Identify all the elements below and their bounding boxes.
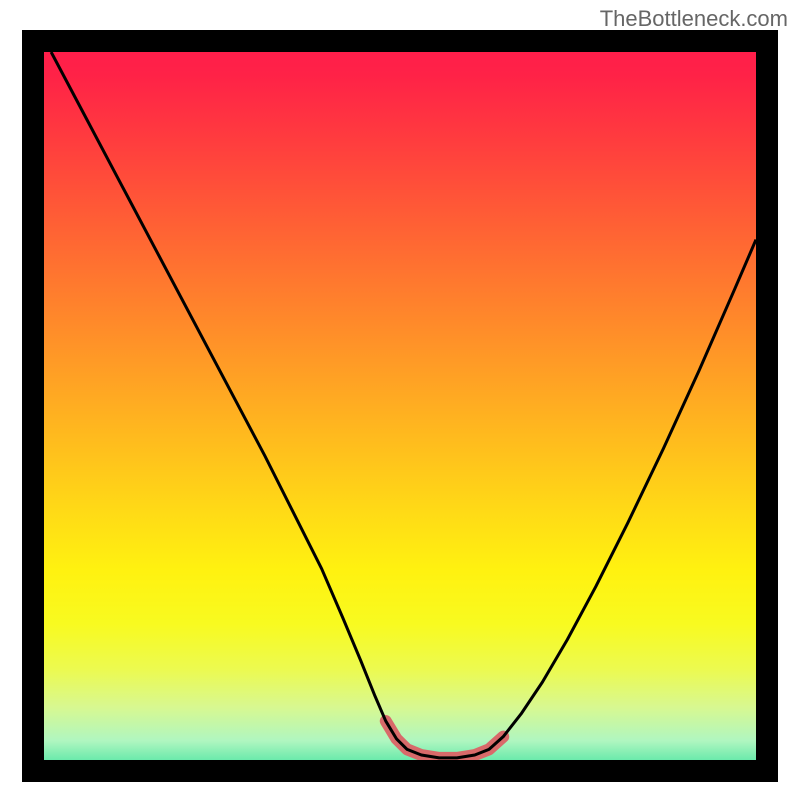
bottleneck-chart [0,0,800,800]
chart-background [22,30,778,782]
watermark-text: TheBottleneck.com [600,6,788,32]
chart-frame: TheBottleneck.com [0,0,800,800]
